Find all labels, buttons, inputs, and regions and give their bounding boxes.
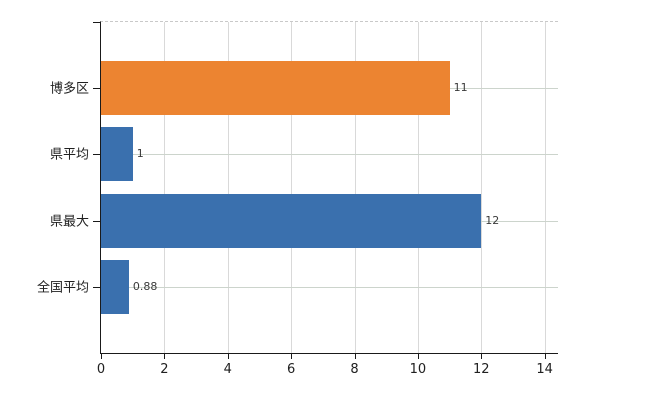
gridline-vertical — [227, 22, 229, 353]
bar-1 — [101, 61, 450, 116]
x-axis-tick-label: 2 — [160, 362, 169, 377]
gridline-vertical — [291, 22, 293, 353]
x-axis-tick — [544, 354, 546, 359]
bar-value-label: 1 — [136, 147, 144, 161]
gridline-vertical — [354, 22, 356, 353]
y-axis-tick — [93, 22, 100, 23]
bar-value-label: 0.88 — [132, 279, 158, 293]
y-axis-tick — [93, 286, 100, 288]
gridline-horizontal — [101, 154, 558, 156]
y-axis-tick — [93, 88, 100, 90]
bar-4 — [101, 259, 129, 314]
x-axis-tick-label: 8 — [350, 362, 359, 377]
bar-value-label: 12 — [485, 213, 500, 227]
x-axis-tick — [291, 354, 293, 359]
y-axis-tick — [93, 220, 100, 222]
gridline-vertical — [417, 22, 419, 353]
gridline-horizontal — [101, 286, 558, 288]
x-axis-tick — [417, 354, 419, 359]
x-axis-tick-label: 0 — [96, 362, 106, 377]
bar-3 — [101, 193, 482, 248]
bar-2 — [101, 127, 133, 182]
gridline-vertical — [164, 22, 166, 353]
gridline-vertical — [544, 22, 546, 353]
category-label: 博多区 — [49, 81, 89, 97]
x-axis-tick — [354, 354, 356, 359]
category-label: 県平均 — [49, 147, 89, 163]
y-axis-tick — [93, 154, 100, 156]
gridline-vertical — [481, 22, 483, 353]
x-axis-tick-label: 4 — [223, 362, 232, 377]
plot-area: 11 1 12 0.88 0 2 4 6 8 10 12 14 — [93, 21, 558, 377]
x-axis-tick-label: 14 — [536, 362, 553, 377]
x-axis-tick — [481, 354, 483, 359]
category-label: 県最大 — [49, 214, 89, 230]
x-axis-tick — [227, 354, 229, 359]
y-axis-category-labels: 博多区県平均県最大全国平均 — [0, 21, 100, 352]
x-axis-tick-label: 12 — [473, 362, 490, 377]
x-axis-tick-label: 6 — [287, 362, 296, 377]
x-axis-tick-label: 10 — [409, 362, 427, 377]
x-axis-tick — [164, 354, 166, 359]
bar-value-label: 11 — [453, 81, 468, 95]
category-label: 全国平均 — [36, 280, 89, 296]
x-axis-tick — [101, 354, 102, 359]
